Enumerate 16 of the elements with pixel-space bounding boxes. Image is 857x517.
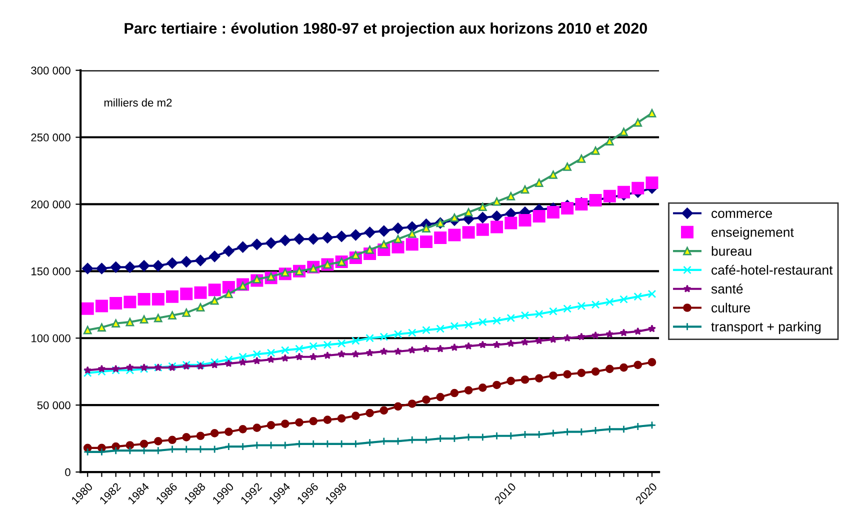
y-tick-label: 300 000 bbox=[31, 66, 70, 74]
y-tick-label: 200 000 bbox=[31, 200, 70, 208]
annotation: milliers de m2 bbox=[104, 98, 172, 107]
legend-label: commerce bbox=[712, 210, 772, 218]
y-tick-label: 100 000 bbox=[32, 334, 70, 342]
legend-label: culture bbox=[712, 302, 750, 312]
y-tick-label: 150 000 bbox=[32, 267, 70, 276]
legend-label: transport + parking bbox=[711, 322, 821, 334]
y-tick-label: 250 000 bbox=[31, 134, 70, 142]
chart-title: Parc tertiaire : évolution 1980-97 et projection aux horizons 2010 et 2020 bbox=[124, 22, 647, 37]
legend-label: enseignement bbox=[712, 227, 794, 240]
legend-label: bureau bbox=[712, 246, 752, 256]
legend-label: santé bbox=[711, 284, 743, 294]
y-tick-label: 50 000 bbox=[37, 401, 70, 410]
y-tick-label: 0 bbox=[65, 468, 70, 476]
legend-label: café-hotel-restaurant bbox=[712, 264, 833, 275]
